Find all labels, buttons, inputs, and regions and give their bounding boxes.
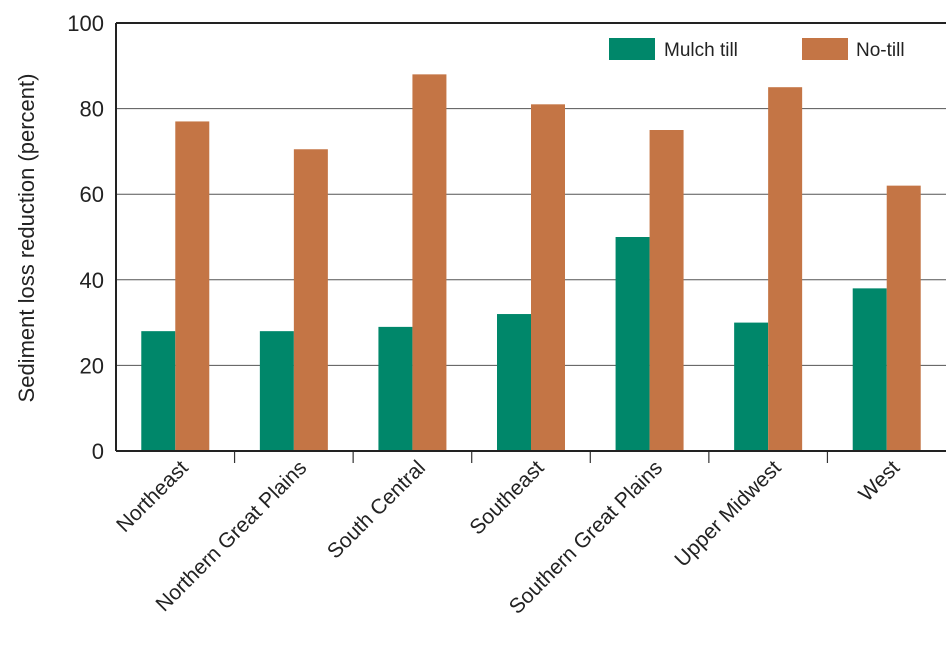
bar-no-till-west	[886, 185, 921, 451]
y-tick-label-100: 100	[67, 11, 104, 36]
bar-mulch-till-southern-great-plains	[615, 237, 650, 451]
y-tick-label-80: 80	[80, 97, 104, 122]
bar-mulch-till-south-central	[378, 326, 413, 451]
bar-mulch-till-upper-midwest	[734, 322, 769, 451]
bars	[141, 74, 921, 452]
y-tick-label-60: 60	[80, 182, 104, 207]
x-tick-label-northeast: Northeast	[112, 456, 193, 537]
y-tick-label-40: 40	[80, 268, 104, 293]
legend-swatch-mulch-till	[609, 38, 655, 60]
bar-mulch-till-west	[852, 288, 887, 451]
x-tick-label-west: West	[854, 456, 904, 506]
bar-no-till-south-central	[412, 74, 447, 452]
y-axis-title: Sediment loss reduction (percent)	[14, 74, 39, 403]
bar-mulch-till-northern-great-plains	[259, 331, 294, 451]
bar-no-till-southeast	[531, 104, 565, 451]
bar-no-till-northeast	[175, 121, 210, 451]
bar-no-till-southern-great-plains	[649, 130, 684, 451]
x-tick-label-southeast: Southeast	[465, 456, 548, 539]
bar-no-till-northern-great-plains	[293, 149, 328, 451]
x-tick-label-south-central: South Central	[323, 456, 430, 563]
axes	[115, 22, 946, 463]
legend-label-no-till: No-till	[856, 40, 905, 61]
y-tick-label-0: 0	[92, 439, 104, 464]
bar-mulch-till-southeast	[497, 314, 531, 451]
legend-label-mulch-till: Mulch till	[664, 40, 738, 61]
x-tick-label-upper-midwest: Upper Midwest	[670, 456, 785, 571]
legend-swatch-no-till	[802, 38, 848, 60]
legend: Mulch till No-till	[609, 38, 905, 61]
bar-no-till-upper-midwest	[768, 87, 803, 451]
y-tick-label-20: 20	[80, 353, 104, 378]
bar-mulch-till-northeast	[141, 331, 176, 451]
